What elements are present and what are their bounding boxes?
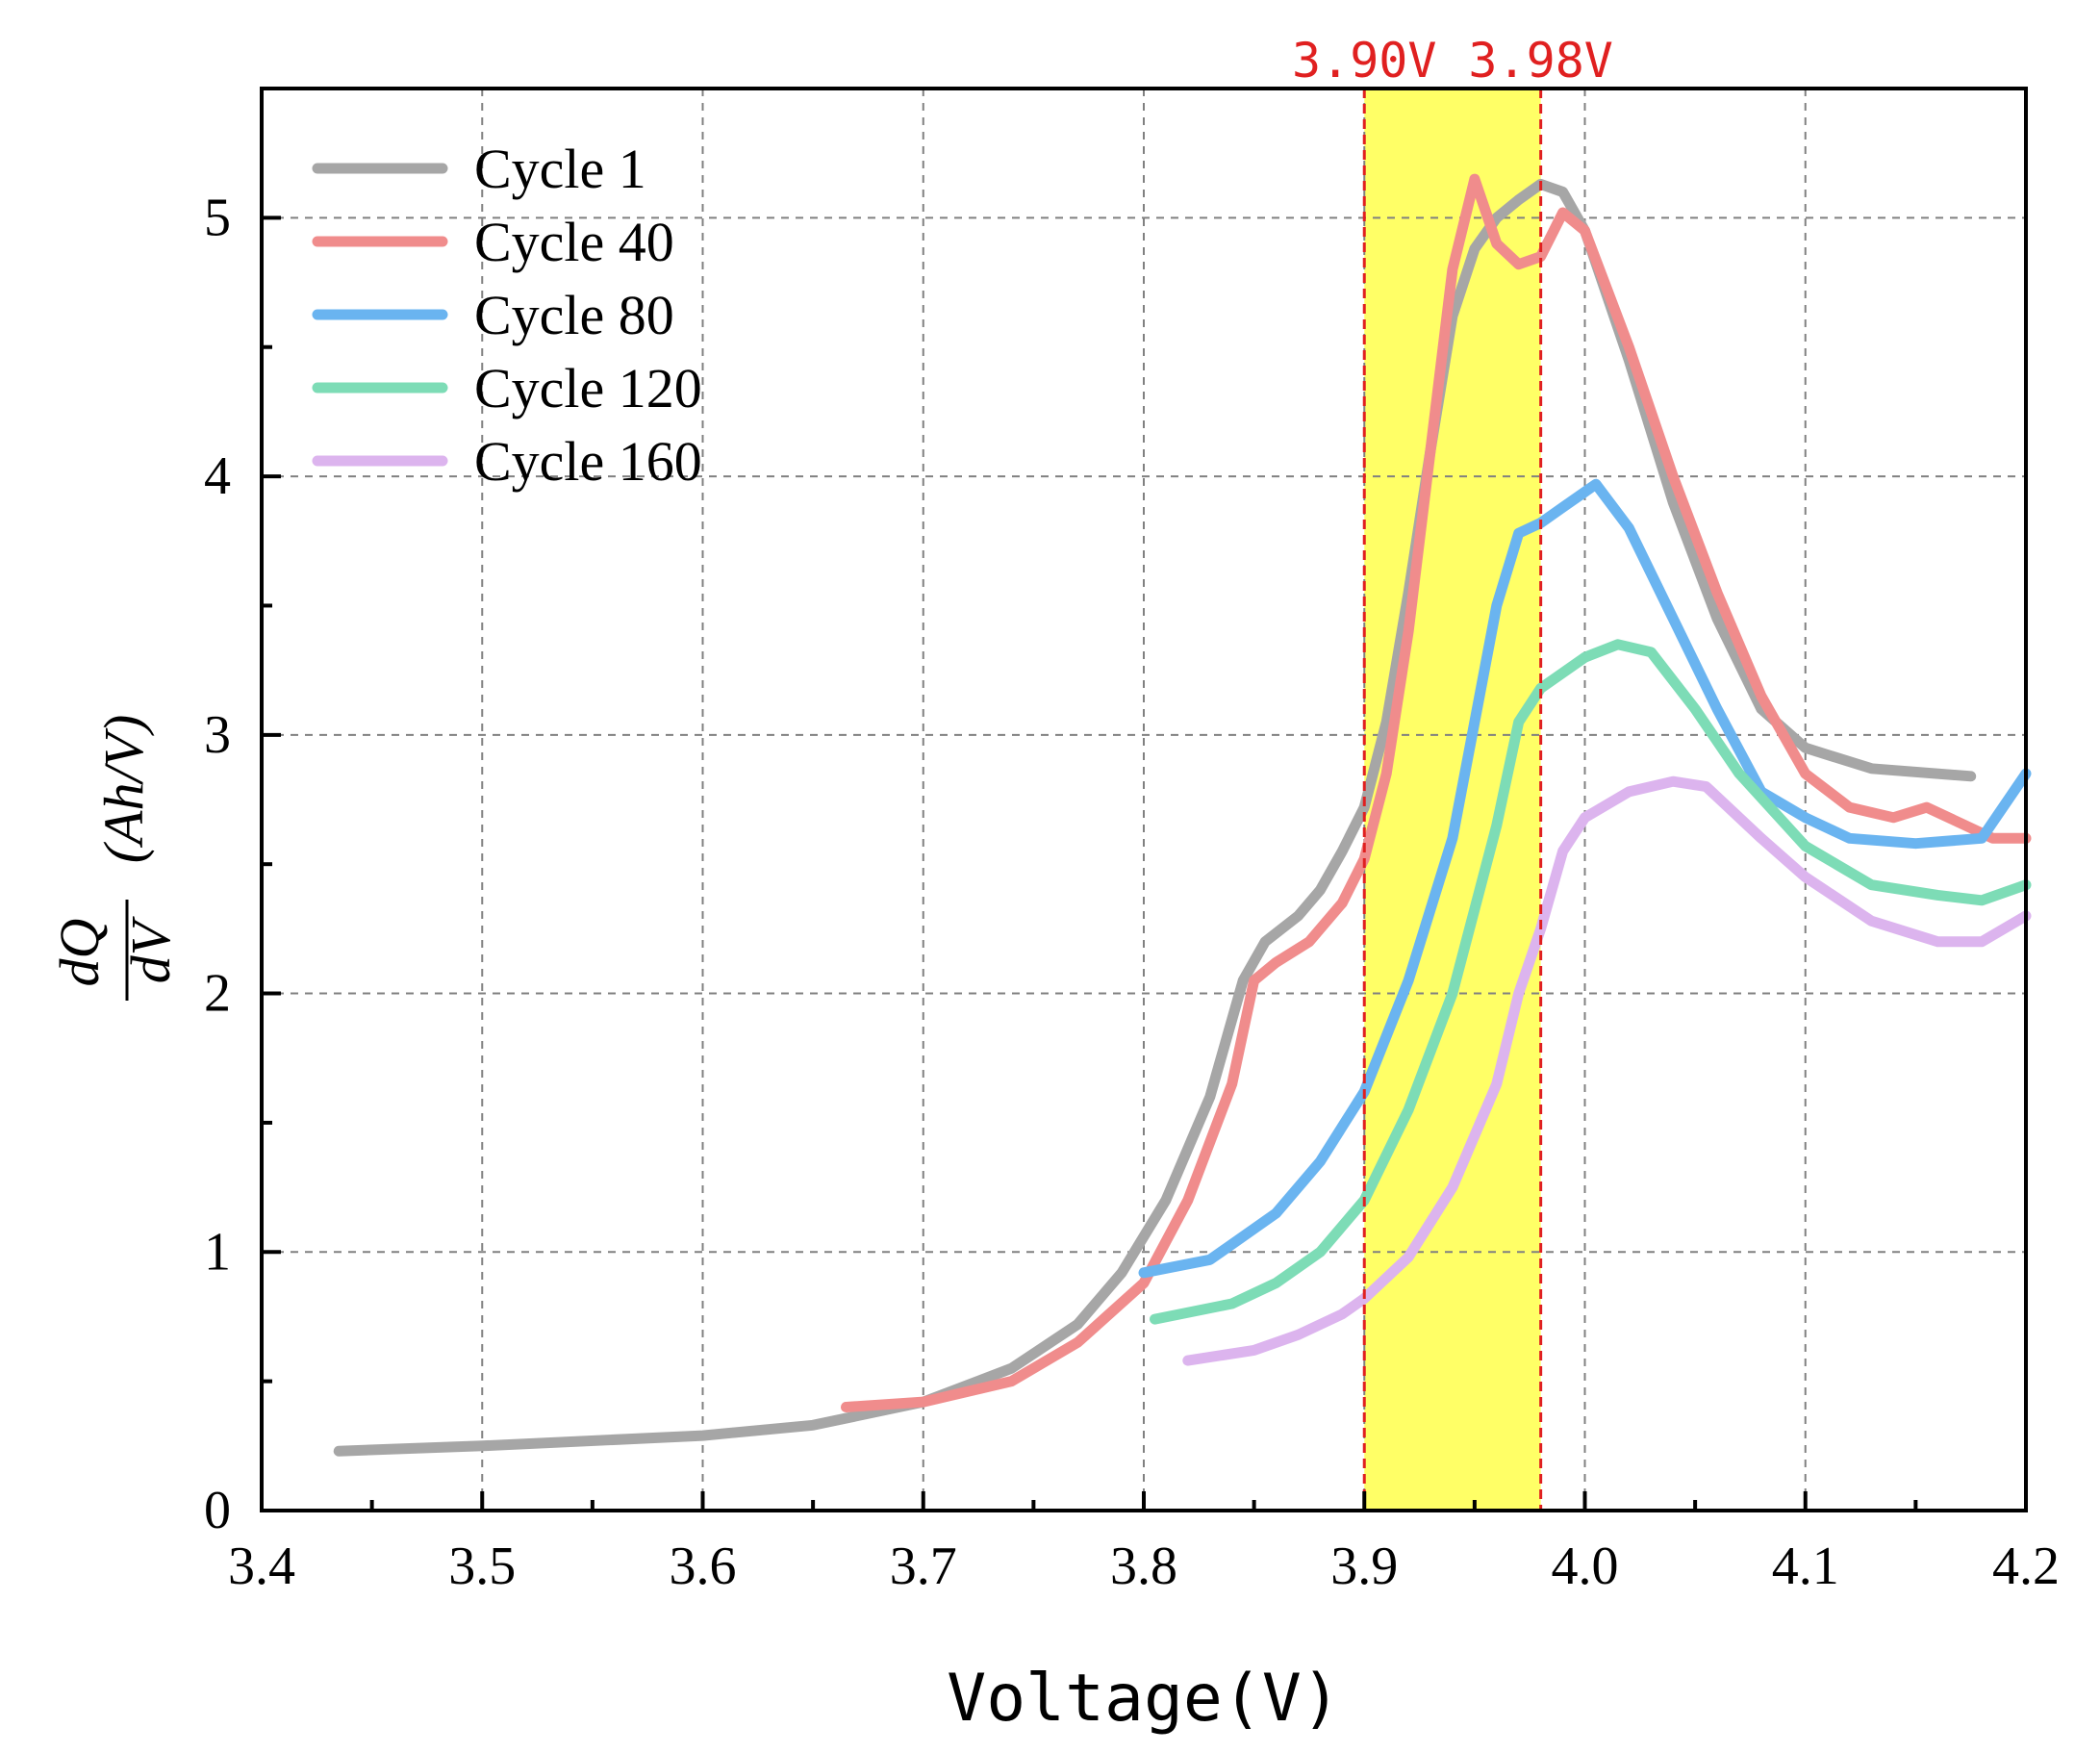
y-axis-title-numerator: dQ [48,919,111,987]
series-line-cycle-1 [333,178,1977,1457]
x-tick-label: 4.2 [1992,1537,2060,1596]
legend: Cycle 1 Cycle 40 Cycle 80 Cycle 120 Cycle 16… [312,138,702,493]
legend-label: Cycle 80 [474,284,674,346]
series-layer [333,173,2032,1457]
band-boundary-label: 3.98V [1468,33,1613,89]
x-tick-label: 3.8 [1110,1537,1177,1596]
legend-label: Cycle 1 [474,138,646,200]
x-tick-label: 4.1 [1772,1537,1839,1596]
series-line-cycle-80 [1138,478,2032,1279]
x-tick-label: 3.6 [670,1537,737,1596]
series-line-cycle-120 [1150,639,2032,1325]
y-axis-title-denominator: dV [119,915,182,983]
y-tick-label: 1 [204,1222,231,1282]
x-axis-title: Voltage(V) [947,1661,1340,1737]
y-tick-label: 2 [204,964,231,1024]
grid-layer [262,89,2026,1511]
series-line-cycle-160 [1182,775,2032,1366]
x-tick-label: 4.0 [1552,1537,1619,1596]
legend-label: Cycle 160 [474,430,702,493]
x-tick-label: 3.9 [1330,1537,1398,1596]
y-axis-title-unit: (Ah/V) [92,715,155,864]
y-tick-label: 4 [204,446,231,506]
tick-layer: 3.4 3.5 3.6 3.7 3.8 3.9 4.0 4.1 4.2 0 1 2 3 4 5 [204,188,2060,1596]
y-tick-label: 3 [204,705,231,765]
x-tick-label: 3.7 [890,1537,957,1596]
y-tick-label: 5 [204,188,231,247]
marker-layer: 3.90V 3.98V [1292,33,1613,1511]
series-line-cycle-40 [841,173,2032,1412]
legend-label: Cycle 120 [474,357,702,419]
y-tick-label: 0 [204,1481,231,1540]
x-tick-label: 3.4 [228,1537,295,1596]
band-boundary-label: 3.90V [1292,33,1437,89]
x-tick-label: 3.5 [448,1537,516,1596]
y-axis-title: dQ dV (Ah/V) [48,715,182,1001]
legend-label: Cycle 40 [474,211,674,273]
